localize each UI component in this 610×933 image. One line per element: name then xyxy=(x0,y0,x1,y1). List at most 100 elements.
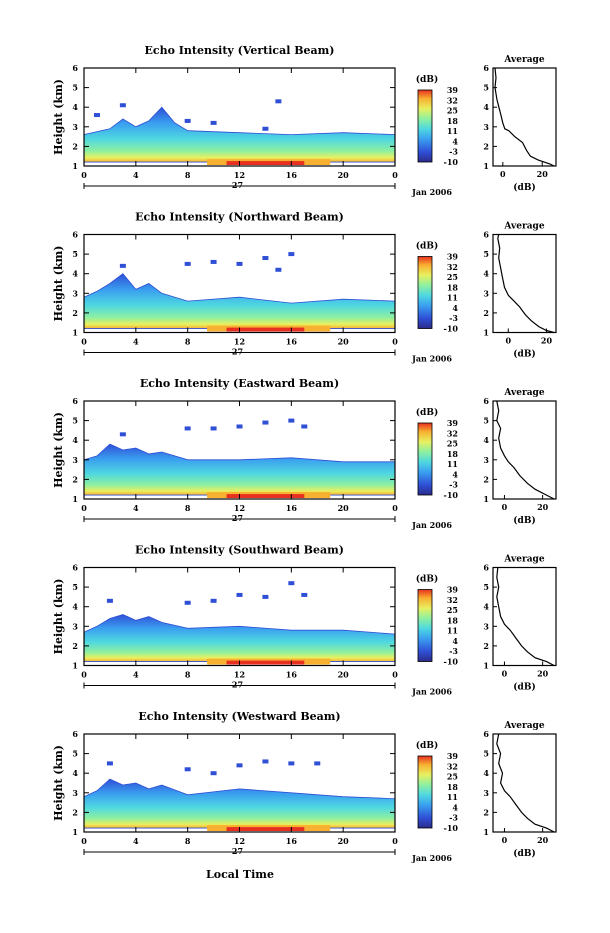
colorbar-tick-label: 32 xyxy=(447,262,458,272)
y-tick-label: 3 xyxy=(72,122,78,132)
echo-core-peak xyxy=(226,494,305,499)
y-tick-label: 6 xyxy=(72,230,78,240)
colorbar xyxy=(417,256,433,329)
colorbar-tick-label: -3 xyxy=(449,813,458,823)
x-tick-label: 20 xyxy=(338,836,350,846)
colorbar-tick-label: -3 xyxy=(449,646,458,656)
x-tick-label: 8 xyxy=(185,670,191,680)
average-y-tick-label: 2 xyxy=(483,641,489,651)
average-y-tick-label: 5 xyxy=(483,749,489,759)
y-tick-label: 4 xyxy=(72,768,78,778)
average-y-tick-label: 4 xyxy=(483,768,489,778)
colorbar xyxy=(417,422,433,496)
x-tick-label: 0 xyxy=(392,170,398,180)
y-tick-label: 3 xyxy=(72,621,78,631)
average-x-label: (dB) xyxy=(513,515,535,526)
sparse-echo xyxy=(106,598,113,603)
average-x-tick-label: 0 xyxy=(502,502,508,512)
x-tick-label: 16 xyxy=(286,503,298,513)
x-tick-label: 8 xyxy=(185,503,191,513)
average-y-tick-label: 4 xyxy=(483,102,489,112)
sparse-echo xyxy=(262,126,269,131)
average-x-tick-label: 20 xyxy=(537,835,549,845)
colorbar-tick-label: 39 xyxy=(447,751,459,761)
colorbar-tick-label: 4 xyxy=(452,303,458,313)
average-y-tick-label: 1 xyxy=(483,328,489,338)
colorbar-unit: (dB) xyxy=(416,241,438,252)
average-x-label: (dB) xyxy=(513,848,535,859)
sparse-echo xyxy=(119,103,126,108)
sparse-echo xyxy=(210,598,217,603)
sparse-echo xyxy=(262,594,269,599)
colorbar-tick-label: 4 xyxy=(452,469,458,479)
x-tick-label: 0 xyxy=(392,670,398,680)
colorbar-tick-label: 4 xyxy=(452,136,458,146)
chart-title: Echo Intensity (Vertical Beam) xyxy=(144,44,334,57)
day-label: 27 xyxy=(232,180,243,190)
x-tick-label: 4 xyxy=(133,836,139,846)
average-profile-line xyxy=(497,234,555,334)
colorbar-tick-label: -10 xyxy=(444,490,459,500)
chart-title: Echo Intensity (Eastward Beam) xyxy=(140,377,339,390)
y-tick-label: 5 xyxy=(72,416,78,426)
x-tick-label: 20 xyxy=(338,670,350,680)
panel-4: Echo Intensity (Southward Beam)123456Hei… xyxy=(52,544,557,697)
x-tick-label: 0 xyxy=(392,503,398,513)
x-axis-label: Local Time xyxy=(206,868,274,881)
average-title: Average xyxy=(503,721,544,731)
date-label: Jan 2006 xyxy=(411,354,452,364)
x-tick-label: 16 xyxy=(286,170,298,180)
colorbar-tick-label: 18 xyxy=(447,782,459,792)
date-label: Jan 2006 xyxy=(411,853,452,863)
average-x-tick-label: 20 xyxy=(541,336,553,346)
sparse-echo xyxy=(288,581,295,586)
average-profile-line xyxy=(494,67,555,167)
chart-title: Echo Intensity (Westward Beam) xyxy=(138,710,340,723)
y-tick-label: 3 xyxy=(72,288,78,298)
colorbar-tick-label: -3 xyxy=(449,480,458,490)
colorbar-tick-label: 4 xyxy=(452,636,458,646)
y-axis-label: Height (km) xyxy=(52,745,65,821)
average-frame xyxy=(492,566,557,667)
y-axis-label: Height (km) xyxy=(52,412,65,488)
sparse-echo xyxy=(288,252,295,257)
average-y-tick-label: 5 xyxy=(483,582,489,592)
y-tick-label: 2 xyxy=(72,641,78,651)
x-tick-label: 12 xyxy=(234,670,245,680)
average-title: Average xyxy=(503,222,544,232)
average-x-label: (dB) xyxy=(513,349,535,360)
x-tick-label: 0 xyxy=(392,836,398,846)
colorbar-tick-label: 39 xyxy=(447,252,459,262)
day-label: 27 xyxy=(232,680,243,690)
sparse-echo xyxy=(184,426,191,431)
colorbar-tick-label: 11 xyxy=(447,792,458,802)
average-x-tick-label: 20 xyxy=(537,169,549,179)
sparse-echo xyxy=(184,600,191,605)
y-tick-label: 5 xyxy=(72,749,78,759)
y-tick-label: 5 xyxy=(72,582,78,592)
average-y-tick-label: 6 xyxy=(483,729,489,739)
average-x-tick-label: 20 xyxy=(537,502,549,512)
echo-core-peak xyxy=(226,161,305,166)
sparse-echo xyxy=(275,267,282,272)
day-label: 27 xyxy=(232,846,243,856)
colorbar-tick-label: -10 xyxy=(444,157,459,167)
average-y-tick-label: 1 xyxy=(483,827,489,837)
colorbar-tick-label: 11 xyxy=(447,126,458,136)
sparse-echo xyxy=(288,418,295,423)
sparse-echo xyxy=(314,761,321,766)
average-y-tick-label: 3 xyxy=(483,122,489,132)
y-tick-label: 5 xyxy=(72,83,78,93)
colorbar-tick-label: 18 xyxy=(447,615,459,625)
colorbar-tick-label: 18 xyxy=(447,449,459,459)
average-y-tick-label: 1 xyxy=(483,494,489,504)
average-y-tick-label: 5 xyxy=(483,249,489,259)
panel-1: Echo Intensity (Vertical Beam)123456Heig… xyxy=(52,44,557,197)
average-y-tick-label: 6 xyxy=(483,396,489,406)
y-axis-label: Height (km) xyxy=(52,79,65,155)
sparse-echo xyxy=(93,113,100,118)
sparse-echo xyxy=(119,432,126,437)
colorbar-unit: (dB) xyxy=(416,74,438,85)
x-tick-label: 20 xyxy=(338,337,350,347)
x-tick-label: 4 xyxy=(133,337,139,347)
